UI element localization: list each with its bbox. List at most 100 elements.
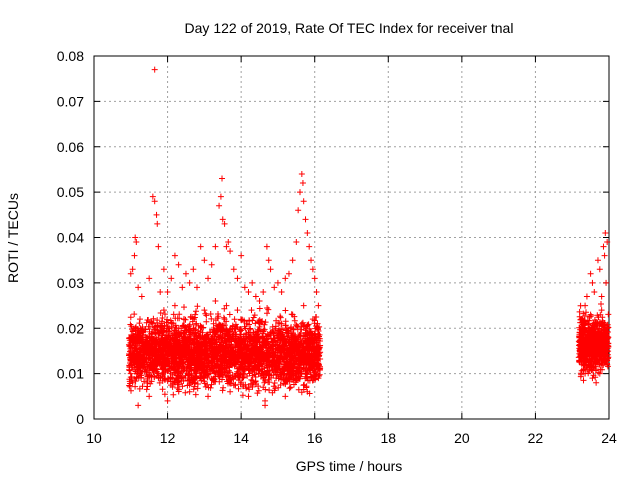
data-point	[284, 375, 291, 382]
data-point	[227, 357, 234, 364]
data-point	[171, 302, 178, 309]
data-point	[230, 266, 237, 273]
data-point	[306, 243, 313, 250]
data-point	[131, 252, 138, 259]
data-point	[223, 243, 230, 250]
data-point	[274, 279, 281, 286]
data-point	[197, 352, 204, 359]
data-point	[311, 334, 318, 341]
data-point	[227, 388, 234, 395]
data-point	[602, 229, 609, 236]
data-point	[216, 347, 223, 354]
data-point	[146, 275, 153, 282]
data-point	[194, 338, 200, 345]
data-point	[596, 320, 603, 327]
data-point	[149, 320, 156, 327]
y-axis-label: ROTI / TECUs	[5, 193, 21, 283]
data-point	[146, 393, 153, 400]
data-point	[157, 288, 164, 295]
data-point	[596, 266, 603, 273]
data-point	[600, 329, 607, 336]
data-point	[138, 293, 145, 300]
data-point	[129, 266, 136, 273]
data-point	[304, 229, 311, 236]
data-point	[186, 388, 193, 395]
data-point	[164, 288, 171, 295]
data-point	[205, 393, 212, 400]
y-tick-label: 0.01	[57, 366, 84, 382]
data-point	[247, 352, 254, 359]
data-point	[135, 284, 142, 291]
data-point	[587, 270, 594, 277]
data-point	[159, 325, 166, 332]
data-point	[239, 370, 246, 377]
data-point	[278, 288, 285, 295]
data-point	[251, 379, 258, 386]
data-point	[151, 198, 158, 205]
data-point	[186, 279, 193, 286]
data-point	[223, 302, 230, 309]
data-point	[149, 193, 156, 200]
tick-layer: 10 12 14 16 18 20 22 24 0 0.01 0.02 0.03 0.04 0.05 0.0…	[57, 48, 617, 446]
data-point	[591, 352, 598, 359]
y-tick-label: 0.02	[57, 320, 84, 336]
data-point	[282, 361, 289, 368]
data-point	[298, 320, 305, 327]
data-point	[278, 320, 285, 327]
data-point	[175, 352, 182, 359]
data-point	[274, 352, 281, 359]
x-tick-label: 22	[528, 430, 544, 446]
data-point	[225, 239, 232, 246]
data-point	[273, 375, 280, 382]
data-point	[304, 388, 311, 395]
data-point	[267, 266, 274, 273]
data-point	[160, 307, 167, 314]
data-point	[151, 343, 158, 350]
data-point	[300, 302, 307, 309]
dense-point-cloud	[126, 301, 612, 399]
y-tick-label: 0.06	[57, 139, 84, 155]
data-point	[164, 397, 171, 404]
y-tick-label: 0.07	[57, 93, 84, 109]
data-point	[135, 329, 142, 336]
data-point	[195, 366, 202, 373]
data-point	[593, 366, 600, 373]
data-point	[291, 338, 298, 345]
data-point	[154, 220, 161, 227]
x-tick-label: 14	[233, 430, 249, 446]
data-point	[238, 252, 245, 259]
data-point	[315, 302, 322, 309]
data-point	[600, 357, 607, 364]
data-point	[227, 248, 234, 255]
data-point	[593, 379, 600, 386]
data-point	[181, 316, 188, 323]
data-point	[269, 352, 276, 359]
data-point	[208, 261, 215, 268]
data-point	[576, 329, 583, 336]
data-point	[293, 357, 300, 364]
data-point	[265, 257, 272, 264]
data-point	[142, 366, 149, 373]
data-point	[225, 329, 232, 336]
data-point	[155, 370, 162, 377]
data-point	[589, 279, 596, 286]
data-point	[133, 239, 140, 246]
data-point	[295, 370, 302, 377]
data-point	[598, 307, 605, 314]
data-point	[249, 366, 256, 373]
data-point	[219, 216, 226, 223]
data-point	[594, 343, 601, 350]
x-tick-label: 18	[380, 430, 396, 446]
data-point	[245, 288, 252, 295]
data-point	[302, 329, 309, 336]
data-point	[201, 307, 208, 314]
data-point	[309, 266, 316, 273]
data-point	[232, 325, 239, 332]
data-point	[594, 257, 601, 264]
data-point	[186, 375, 193, 382]
data-point	[263, 243, 270, 250]
data-point	[304, 352, 311, 359]
data-point	[241, 343, 248, 350]
data-point	[582, 370, 589, 377]
